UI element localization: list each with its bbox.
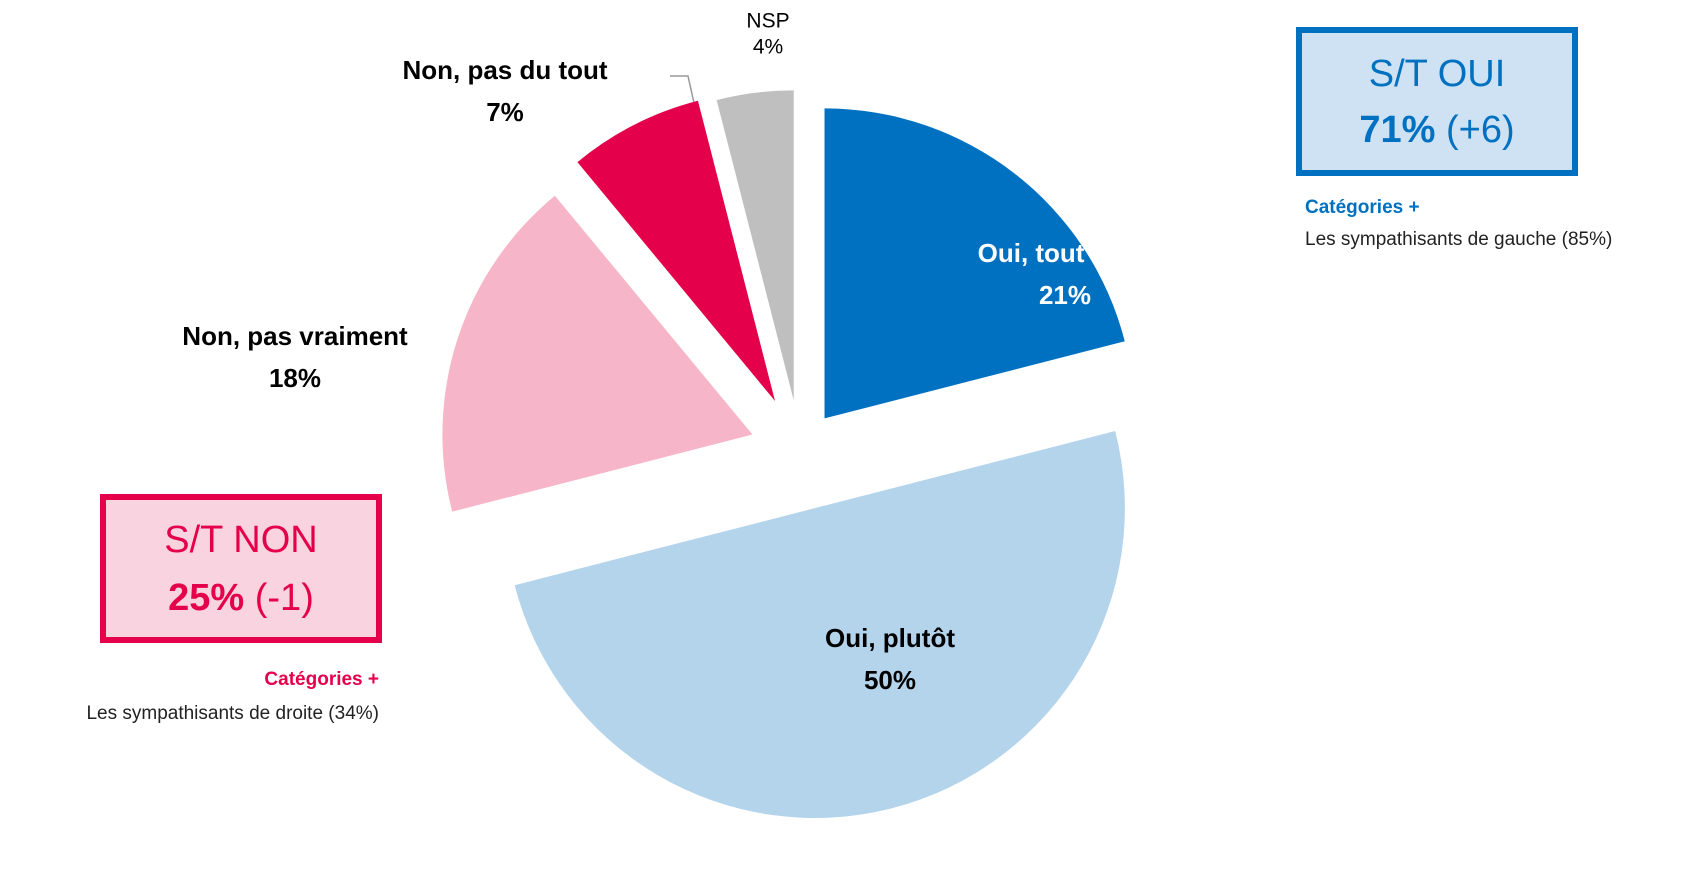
- summary-no: S/T NON 25% (-1) Catégories + Les sympat…: [86, 494, 382, 724]
- slice-value: 4%: [753, 35, 783, 58]
- summary-title: S/T OUI: [1369, 53, 1506, 95]
- summary-change: (-1): [255, 577, 314, 619]
- category-text: Les sympathisants de droite (34%): [86, 703, 379, 724]
- slice-label: Oui, plutôt: [825, 623, 955, 653]
- slice-label: Non, pas vraiment: [182, 321, 408, 351]
- pie-slice: [577, 100, 776, 401]
- pie-slice: [716, 90, 794, 401]
- slice-value: 50%: [864, 665, 916, 695]
- category-text: Les sympathisants de gauche (85%): [1305, 229, 1612, 250]
- summary-value: 25% (-1): [168, 577, 314, 619]
- pie-slice: [442, 195, 753, 512]
- summary-title: S/T NON: [164, 519, 317, 561]
- category-heading: Catégories +: [264, 669, 379, 690]
- slice-label: Oui, tout à fait: [978, 238, 1153, 268]
- slice-label: NSP: [746, 10, 789, 33]
- summary-percent: 71%: [1359, 109, 1435, 151]
- pie-slice: [514, 431, 1125, 819]
- slice-value: 21%: [1039, 280, 1091, 310]
- slice-value: 18%: [269, 363, 321, 393]
- summary-value: 71% (+6): [1359, 109, 1514, 151]
- summary-box: [1296, 27, 1578, 176]
- summary-change: (+6): [1446, 109, 1515, 151]
- summary-percent: 25%: [168, 577, 244, 619]
- category-heading: Catégories +: [1305, 197, 1420, 218]
- pie-slice: [824, 108, 1125, 419]
- slice-value: 7%: [486, 97, 524, 127]
- summary-yes: S/T OUI 71% (+6) Catégories + Les sympat…: [1296, 27, 1612, 250]
- slice-label: Non, pas du tout: [402, 55, 607, 85]
- summary-box: [100, 494, 382, 643]
